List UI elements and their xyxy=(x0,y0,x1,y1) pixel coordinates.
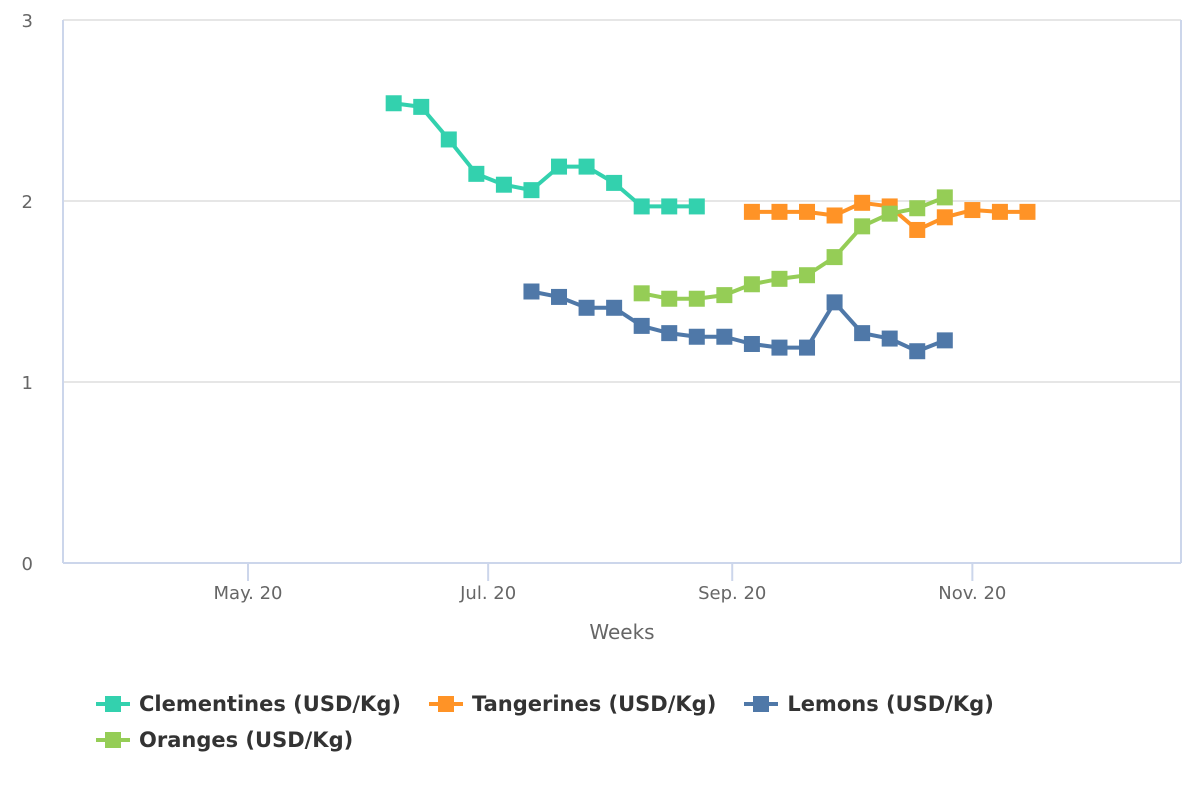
y-tick-label: 0 xyxy=(22,554,33,575)
data-point-marker xyxy=(688,328,705,345)
data-point-marker xyxy=(799,339,816,356)
legend-item[interactable]: Clementines (USD/Kg) xyxy=(96,692,401,716)
data-point-marker xyxy=(854,325,871,342)
x-tick-label: Nov. 20 xyxy=(938,583,1006,604)
data-point-marker xyxy=(495,176,512,193)
data-point-marker xyxy=(661,290,678,307)
legend-label: Oranges (USD/Kg) xyxy=(139,728,354,752)
legend-marker-icon xyxy=(96,696,130,712)
x-tick-label: May. 20 xyxy=(214,583,283,604)
data-point-marker xyxy=(385,95,402,112)
series-clementines xyxy=(385,95,705,215)
data-point-marker xyxy=(936,189,953,206)
axes xyxy=(62,20,1182,564)
y-tick-label: 3 xyxy=(22,11,33,32)
data-point-marker xyxy=(854,194,871,211)
data-point-marker xyxy=(743,203,760,220)
data-point-marker xyxy=(578,299,595,316)
x-tick-label: Jul. 20 xyxy=(459,583,516,604)
legend-square xyxy=(753,696,770,712)
data-point-marker xyxy=(991,203,1008,220)
data-point-marker xyxy=(440,131,457,148)
data-point-marker xyxy=(606,299,623,316)
y-axis-ticks: 0 1 2 3 xyxy=(22,11,33,575)
legend-square xyxy=(105,696,121,712)
data-point-marker xyxy=(909,200,926,217)
data-point-marker xyxy=(716,328,733,345)
data-point-marker xyxy=(771,270,788,287)
data-point-marker xyxy=(688,290,705,307)
legend-row: Clementines (USD/Kg) Tangerines (USD/Kg) L… xyxy=(96,686,1096,722)
legend-marker-icon xyxy=(744,696,779,712)
data-point-marker xyxy=(854,218,871,235)
data-point-marker xyxy=(661,198,678,215)
series-line xyxy=(529,289,947,354)
legend: Clementines (USD/Kg) Tangerines (USD/Kg) L… xyxy=(96,686,1096,758)
legend-square xyxy=(105,732,121,748)
y-tick-label: 1 xyxy=(22,373,33,394)
data-point-marker xyxy=(716,287,733,304)
x-axis-ticks: May. 20 Jul. 20 Sep. 20 Nov. 20 xyxy=(214,563,1006,604)
data-point-marker xyxy=(633,285,650,302)
series-group xyxy=(385,95,1036,360)
data-point-marker xyxy=(523,182,540,199)
x-tick-label: Sep. 20 xyxy=(698,583,766,604)
data-point-marker xyxy=(661,325,678,342)
grid-lines xyxy=(63,19,1181,383)
x-axis-title: Weeks xyxy=(589,620,654,644)
legend-item[interactable]: Lemons (USD/Kg) xyxy=(744,692,994,716)
data-point-marker xyxy=(771,339,788,356)
data-point-marker xyxy=(1019,203,1036,220)
series-line xyxy=(391,101,699,209)
data-point-marker xyxy=(743,335,760,352)
legend-item[interactable]: Oranges (USD/Kg) xyxy=(96,728,353,752)
data-point-marker xyxy=(551,158,568,175)
data-point-marker xyxy=(936,332,953,349)
legend-item[interactable]: Tangerines (USD/Kg) xyxy=(428,692,717,716)
data-point-marker xyxy=(688,198,705,215)
data-point-marker xyxy=(909,221,926,238)
data-point-marker xyxy=(826,249,843,266)
y-tick-label: 2 xyxy=(22,192,33,213)
data-point-marker xyxy=(799,203,816,220)
data-point-marker xyxy=(826,294,843,311)
data-point-marker xyxy=(909,343,926,360)
data-point-marker xyxy=(413,98,430,115)
data-point-marker xyxy=(551,288,568,305)
data-point-marker xyxy=(964,202,981,219)
data-point-marker xyxy=(523,283,540,300)
data-point-marker xyxy=(578,158,595,175)
data-point-marker xyxy=(468,165,485,182)
data-point-marker xyxy=(633,198,650,215)
data-point-marker xyxy=(799,267,816,284)
data-point-marker xyxy=(936,209,953,226)
series-tangerines xyxy=(743,194,1036,238)
line-chart: 0 1 2 3 May. 20 Jul. 20 Sep. 20 Nov. 20 Weeks xyxy=(22,11,1182,644)
legend-square xyxy=(437,696,454,712)
data-point-marker xyxy=(881,330,898,347)
data-point-marker xyxy=(633,317,650,334)
legend-marker-icon xyxy=(428,696,463,712)
legend-marker-icon xyxy=(96,732,130,748)
data-point-marker xyxy=(881,205,898,222)
data-point-marker xyxy=(743,276,760,293)
series-oranges xyxy=(633,189,953,307)
series-lemons xyxy=(523,283,953,360)
legend-label: Tangerines (USD/Kg) xyxy=(471,692,717,716)
legend-label: Clementines (USD/Kg) xyxy=(139,692,401,716)
data-point-marker xyxy=(771,203,788,220)
data-point-marker xyxy=(606,174,623,191)
legend-label: Lemons (USD/Kg) xyxy=(787,692,994,716)
legend-row: Oranges (USD/Kg) xyxy=(96,722,1096,758)
data-point-marker xyxy=(826,207,843,224)
